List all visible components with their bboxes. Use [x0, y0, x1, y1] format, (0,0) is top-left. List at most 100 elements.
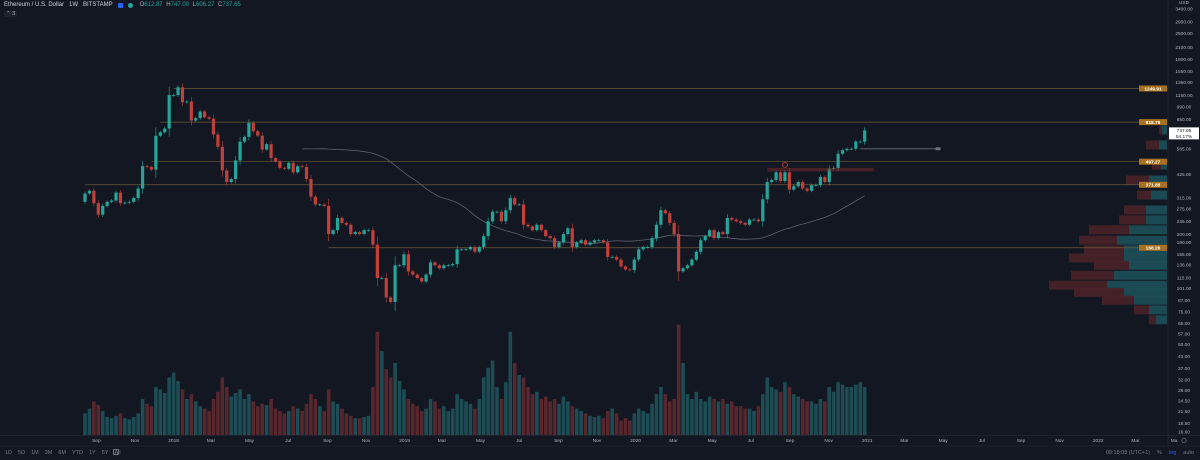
candle — [725, 217, 729, 235]
candle — [482, 236, 486, 247]
candle — [685, 265, 690, 269]
candle — [668, 213, 672, 223]
price-tick-label: 315.00 — [1177, 196, 1192, 202]
candle — [123, 202, 127, 204]
profile-down-bar — [1079, 235, 1117, 245]
volume-bar — [255, 406, 260, 435]
range-button[interactable]: 3M — [44, 450, 53, 456]
volume-bar — [792, 394, 796, 435]
candle — [136, 188, 140, 198]
volume-bar — [849, 387, 854, 435]
volume-bar — [836, 382, 840, 435]
candle — [207, 117, 211, 119]
volume-bar — [566, 401, 570, 435]
range-button[interactable]: 5D — [18, 450, 26, 456]
profile-down-bar — [1074, 287, 1124, 297]
candle — [397, 265, 402, 267]
candle — [495, 211, 499, 213]
volume-bar — [552, 399, 557, 435]
candle — [371, 230, 375, 245]
calendar-icon[interactable] — [113, 449, 119, 455]
percent-toggle[interactable]: % — [1157, 450, 1162, 456]
volume-bar — [105, 417, 109, 435]
candle — [140, 166, 145, 189]
candle — [234, 160, 238, 179]
volume-bar — [344, 413, 349, 435]
volume-bar — [614, 413, 619, 435]
profile-up-bar — [1134, 295, 1167, 305]
price-tick-label: 115.00 — [1177, 276, 1192, 282]
clock[interactable]: 08:18:08 (UTC+1) — [1105, 450, 1151, 456]
candle — [393, 265, 397, 303]
candle — [730, 217, 734, 220]
volume-bar — [778, 391, 783, 435]
candle — [459, 249, 464, 251]
candle — [486, 221, 490, 237]
volume-bar — [406, 399, 411, 435]
volume-bar — [419, 411, 424, 435]
marker-circle[interactable] — [782, 161, 788, 168]
volume-bar — [149, 406, 154, 435]
volume-bar — [752, 411, 756, 435]
price-tick-label: 28.00 — [1178, 388, 1190, 394]
volume-bar — [663, 394, 668, 435]
interval[interactable]: 1W — [69, 2, 79, 8]
candle — [765, 182, 769, 200]
ray-handle[interactable] — [935, 147, 941, 151]
candle — [278, 161, 282, 168]
candle — [601, 240, 605, 243]
candle — [792, 186, 796, 190]
candle — [358, 232, 362, 235]
volume-bar — [805, 401, 809, 435]
level-price-label-bg — [1139, 85, 1167, 92]
log-toggle[interactable]: log — [1168, 450, 1177, 456]
volume-bar — [397, 381, 402, 435]
symbol-title[interactable]: Ethereum / U.S. Dollar — [4, 2, 65, 8]
flag-icon[interactable] — [117, 2, 123, 8]
volume-bar — [738, 406, 743, 435]
range-button[interactable]: 6M — [58, 450, 66, 456]
candle — [530, 226, 535, 231]
volume-bar — [278, 411, 282, 435]
volume-bar — [734, 406, 739, 435]
candle — [242, 136, 247, 142]
range-button[interactable]: 1Y — [88, 450, 96, 456]
current-price-label-bg — [1169, 127, 1199, 140]
volume-bar — [610, 408, 614, 435]
candle — [849, 148, 853, 150]
volume-bar — [787, 387, 792, 435]
candle — [291, 162, 295, 173]
range-button[interactable]: All — [114, 450, 121, 456]
candle — [818, 177, 822, 186]
range-button[interactable]: 1D — [5, 450, 13, 456]
auto-toggle[interactable]: auto — [1183, 450, 1194, 456]
candle — [628, 269, 632, 271]
volume-bar — [468, 403, 473, 435]
volume-bar — [783, 382, 787, 435]
volume-bar — [326, 389, 331, 435]
candle — [858, 141, 862, 143]
time-axis[interactable]: Sep Nov 2018 Mar May Jul Sep Nov 2019 Mar May Jul Se… — [92, 438, 1178, 444]
candle — [694, 251, 698, 260]
level-price-label-bg — [1139, 119, 1167, 126]
volume-bar — [216, 391, 220, 435]
supply-zone[interactable] — [767, 167, 874, 172]
volume-bar — [827, 387, 832, 435]
volume-bar — [335, 403, 340, 435]
range-button[interactable]: YTD — [71, 450, 83, 456]
horizontal-levels[interactable] — [85, 88, 1168, 249]
candle — [87, 190, 92, 194]
price-tick-label: 24.50 — [1178, 399, 1190, 405]
time-tick-label: Nov — [824, 438, 833, 444]
indicators-toggle[interactable]: ⌃ 3 — [4, 11, 18, 17]
level-price-label: 497.27 — [1146, 160, 1161, 166]
gear-icon[interactable] — [1181, 437, 1187, 444]
volume-bar — [774, 389, 778, 435]
candle — [211, 118, 216, 135]
time-tick-label: 2019 — [399, 438, 410, 444]
drawings[interactable] — [767, 147, 941, 172]
range-button[interactable]: 5Y — [101, 450, 109, 456]
range-button[interactable]: 1M — [31, 450, 39, 456]
